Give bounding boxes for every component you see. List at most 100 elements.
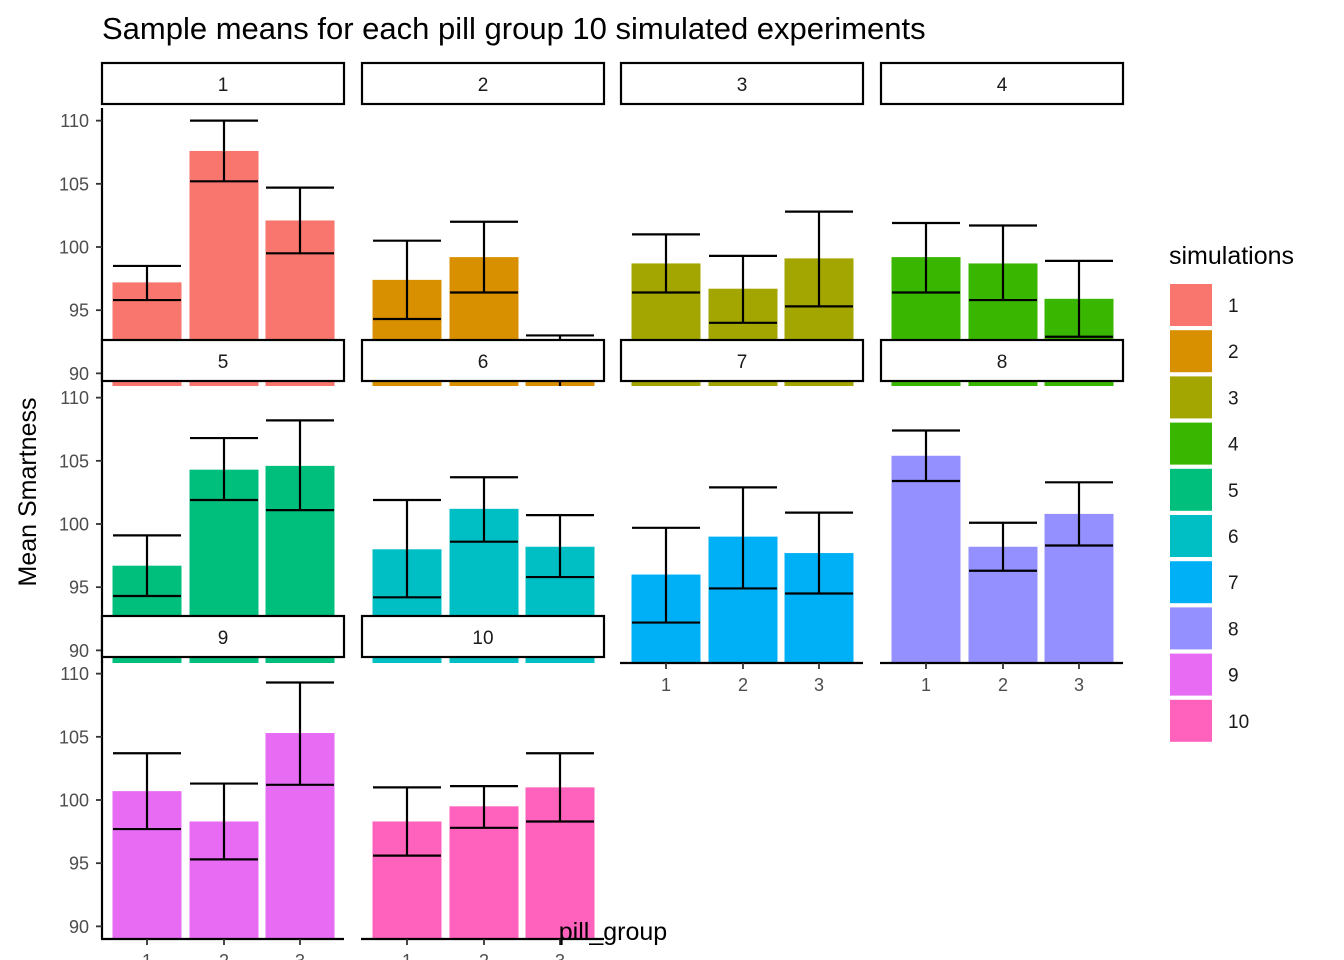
x-tick-label-2: 2 <box>219 951 229 960</box>
legend-label-6: 6 <box>1228 527 1239 548</box>
x-tick-label-1: 1 <box>661 675 671 695</box>
error-bar-6-1 <box>373 498 441 599</box>
x-tick-label-3: 3 <box>295 951 305 960</box>
facet-strip-label-7: 7 <box>737 352 748 373</box>
legend-key-1 <box>1170 284 1212 326</box>
facet-panel-8: 8 1 2 3 <box>879 338 1125 695</box>
facet-strip-label-4: 4 <box>997 75 1008 96</box>
x-tick-label-1: 1 <box>142 951 152 960</box>
x-tick-label-3: 3 <box>555 951 565 960</box>
facet-strip-2 <box>360 61 606 106</box>
facet-panel-4: 4 <box>879 61 1125 386</box>
facet-strip-label-3: 3 <box>737 75 748 96</box>
y-tick-label-100: 100 <box>59 238 89 258</box>
legend-key-8 <box>1170 607 1212 650</box>
facet-strip-label-1: 1 <box>218 75 229 96</box>
facet-strip-label-10: 10 <box>472 628 493 649</box>
facet-panel-7: 7 1 2 3 <box>619 338 865 695</box>
error-bar-9-2 <box>190 782 258 861</box>
legend-key-3 <box>1170 376 1212 419</box>
legend-key-10 <box>1170 699 1212 742</box>
error-bar-5-2 <box>190 436 258 502</box>
y-axis-title: Mean Smartness <box>14 398 42 587</box>
y-tick-label-105: 105 <box>59 727 89 747</box>
facet-panel-9: 9 90 95 100 105 110 1 2 3 <box>59 614 346 960</box>
x-tick-label-1: 1 <box>921 675 931 695</box>
y-tick-label-90: 90 <box>69 641 89 661</box>
facet-strip-10 <box>360 614 606 659</box>
legend-label-2: 2 <box>1228 342 1239 363</box>
error-bar-3-3 <box>785 210 853 308</box>
x-tick-label-2: 2 <box>479 951 489 960</box>
legend-key-4 <box>1170 422 1212 465</box>
error-bar-8-3 <box>1045 481 1113 547</box>
error-bar-6-2 <box>450 476 518 543</box>
facet-strip-label-6: 6 <box>478 352 489 373</box>
x-tick-label-2: 2 <box>998 675 1008 695</box>
facet-panel-1: 1 90 95 100 105 110 <box>59 61 346 386</box>
error-bar-8-1 <box>892 429 960 483</box>
x-tick-label-3: 3 <box>814 675 824 695</box>
facet-panel-6: 6 <box>360 338 606 663</box>
x-axis-title: pill_group <box>559 918 667 946</box>
error-bar-3-1 <box>632 233 700 294</box>
error-bar-4-3 <box>1045 259 1113 338</box>
error-bar-2-2 <box>450 220 518 294</box>
legend-label-7: 7 <box>1228 573 1239 594</box>
y-tick-label-95: 95 <box>69 578 89 598</box>
legend-key-9 <box>1170 653 1212 696</box>
facet-panel-2: 2 <box>360 61 606 386</box>
facet-strip-7 <box>619 338 865 383</box>
legend-label-5: 5 <box>1228 481 1239 502</box>
facet-strip-label-9: 9 <box>218 628 229 649</box>
y-tick-label-90: 90 <box>69 364 89 384</box>
facet-strip-9 <box>100 614 346 659</box>
facet-strip-1 <box>100 61 346 106</box>
legend-label-4: 4 <box>1228 435 1239 456</box>
facet-panel-5: 5 90 95 100 105 110 <box>59 338 346 663</box>
error-bar-4-1 <box>892 221 960 294</box>
y-tick-label-110: 110 <box>60 664 89 684</box>
legend-key-6 <box>1170 515 1212 557</box>
facet-strip-8 <box>879 338 1125 383</box>
y-tick-label-95: 95 <box>69 301 89 321</box>
facet-strip-3 <box>619 61 865 106</box>
legend-key-5 <box>1170 468 1212 511</box>
chart-title: Sample means for each pill group 10 simu… <box>102 11 926 46</box>
facet-strip-4 <box>879 61 1125 106</box>
error-bar-1-3 <box>266 186 334 255</box>
y-tick-label-95: 95 <box>69 854 89 874</box>
error-bar-9-3 <box>266 681 334 786</box>
error-bar-9-1 <box>113 752 181 831</box>
error-bar-3-2 <box>709 254 777 324</box>
error-bar-10-3 <box>526 752 594 823</box>
legend-label-1: 1 <box>1228 296 1239 317</box>
facet-strip-6 <box>360 338 606 383</box>
legend-title: simulations <box>1169 242 1294 270</box>
error-bar-5-1 <box>113 534 181 598</box>
error-bar-10-2 <box>450 784 518 829</box>
legend-label-9: 9 <box>1228 666 1239 687</box>
y-tick-label-90: 90 <box>69 917 89 937</box>
error-bar-5-3 <box>266 419 334 512</box>
facet-strip-label-5: 5 <box>218 352 229 373</box>
y-tick-label-105: 105 <box>59 451 89 471</box>
bar-8-1 <box>891 455 961 663</box>
legend-label-8: 8 <box>1228 619 1239 640</box>
x-tick-label-1: 1 <box>402 951 412 960</box>
error-bar-7-1 <box>632 526 700 624</box>
error-bar-6-3 <box>526 514 594 579</box>
error-bar-4-2 <box>969 224 1037 302</box>
legend-label-10: 10 <box>1228 712 1249 733</box>
y-tick-label-105: 105 <box>59 174 89 194</box>
legend: simulations 1 2 3 4 5 6 7 8 9 10 <box>1169 242 1294 742</box>
error-bar-7-2 <box>709 486 777 590</box>
y-tick-label-100: 100 <box>59 791 89 811</box>
facet-strip-label-8: 8 <box>997 352 1008 373</box>
legend-label-3: 3 <box>1228 388 1239 409</box>
facet-strip-5 <box>100 338 346 383</box>
legend-key-2 <box>1170 330 1212 373</box>
error-bar-2-1 <box>373 239 441 321</box>
